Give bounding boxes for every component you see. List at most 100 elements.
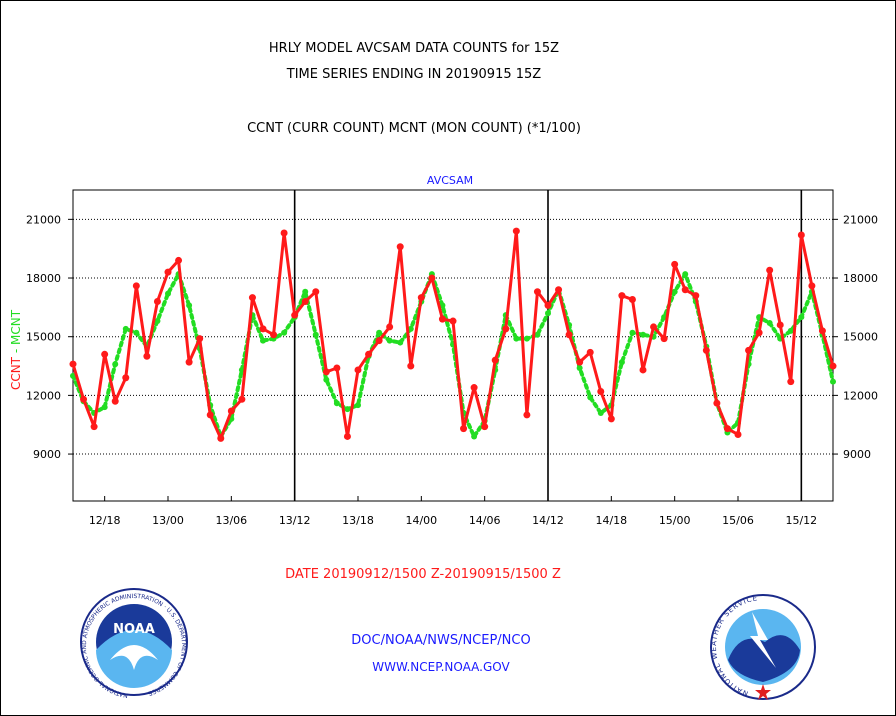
data-point (618, 292, 626, 300)
data-point (523, 335, 530, 342)
y-axis-label-dash: - (9, 345, 23, 357)
data-point (164, 268, 172, 276)
data-point (133, 329, 140, 336)
data-point (322, 368, 330, 376)
data-point (481, 423, 489, 431)
x-tick-label: 14/06 (469, 514, 501, 527)
data-point (302, 288, 309, 295)
data-point (101, 350, 109, 358)
data-point (238, 395, 246, 403)
data-point (491, 356, 499, 364)
data-point (396, 243, 404, 251)
plot-area: 9000 12000 15000 18000 21000 9000 12000 15000 1… (26, 189, 878, 527)
data-point (586, 348, 594, 356)
y-tick-label: 9000 (33, 448, 61, 461)
y-tick-label: 9000 (843, 448, 871, 461)
data-point (818, 327, 826, 335)
data-point (248, 294, 256, 302)
y-tick-label: 21000 (843, 213, 878, 226)
data-point (776, 321, 784, 329)
data-point (270, 331, 278, 339)
data-point (312, 288, 320, 296)
data-point (280, 229, 288, 237)
website-link[interactable]: WWW.NCEP.NOAA.GOV (372, 660, 510, 674)
data-point (723, 425, 731, 433)
data-point (597, 409, 604, 416)
data-point (301, 297, 309, 305)
org-label: DOC/NOAA/NWS/NCEP/NCO (351, 633, 530, 648)
chart-title: AVCSAM (427, 174, 473, 187)
data-point (112, 361, 119, 368)
data-point (471, 433, 478, 440)
x-tick-label: 14/00 (405, 514, 437, 527)
data-point (122, 374, 130, 382)
y-tick-label: 18000 (843, 272, 878, 285)
y-tick-label: 15000 (26, 331, 61, 344)
data-point (565, 331, 573, 339)
data-point (375, 337, 383, 345)
data-point (639, 366, 647, 374)
series-ccnt (69, 227, 837, 442)
data-point (281, 329, 288, 336)
data-point (650, 323, 658, 331)
data-point (397, 339, 404, 346)
data-point (217, 434, 225, 442)
data-point (165, 290, 171, 297)
data-point (143, 352, 151, 360)
data-point (153, 297, 161, 305)
data-point (713, 399, 721, 407)
data-point (755, 329, 763, 337)
data-point (206, 411, 214, 419)
data-point (333, 400, 340, 407)
data-point (512, 227, 520, 235)
nws-seal-icon: NATIONAL WEATHER SERVICE (710, 594, 816, 700)
x-tick-label: 13/00 (152, 514, 184, 527)
data-point (629, 329, 636, 336)
data-point (555, 286, 563, 294)
x-tick-label: 14/18 (595, 514, 627, 527)
data-point (587, 394, 594, 401)
data-point (533, 288, 541, 296)
data-point (439, 302, 446, 309)
y-tick-label: 12000 (26, 389, 61, 402)
data-point (70, 372, 76, 379)
x-tick-label: 15/00 (659, 514, 691, 527)
x-tick-label: 15/06 (722, 514, 754, 527)
data-point (291, 311, 299, 319)
data-point (185, 358, 193, 366)
y-tick-label: 18000 (26, 272, 61, 285)
title-line-1: HRLY MODEL AVCSAM DATA COUNTS for 15Z (269, 41, 559, 56)
y-tick-label: 15000 (843, 331, 878, 344)
data-point (545, 310, 551, 317)
data-point (808, 282, 816, 290)
data-point (660, 335, 668, 343)
data-point (227, 407, 235, 415)
data-point (438, 315, 446, 323)
data-point (428, 274, 436, 282)
data-point (502, 325, 510, 333)
x-tick-label: 13/12 (279, 514, 311, 527)
data-point (618, 359, 625, 366)
x-tick-label: 14/12 (532, 514, 564, 527)
data-point (544, 301, 552, 309)
data-point (576, 358, 584, 366)
noaa-seal-text: NOAA (113, 622, 155, 637)
x-tick-label: 15/12 (785, 514, 817, 527)
data-point (787, 327, 794, 334)
chart-subtitle: CCNT (CURR COUNT) MCNT (MON COUNT) (*1/1… (247, 121, 581, 136)
data-point (702, 346, 710, 354)
data-point (343, 432, 351, 440)
data-point (386, 323, 394, 331)
data-point (365, 350, 373, 358)
data-point (829, 362, 837, 370)
x-tick-label: 13/06 (215, 514, 247, 527)
data-point (797, 231, 805, 239)
data-point (682, 271, 689, 278)
data-point (513, 335, 520, 342)
data-point (830, 378, 836, 385)
data-point (186, 302, 193, 309)
data-point (607, 415, 615, 423)
data-point (122, 325, 129, 332)
data-point (80, 395, 88, 403)
x-ticks: 12/18 13/00 13/06 13/12 13/18 14/00 14/06 14/12… (89, 496, 817, 527)
